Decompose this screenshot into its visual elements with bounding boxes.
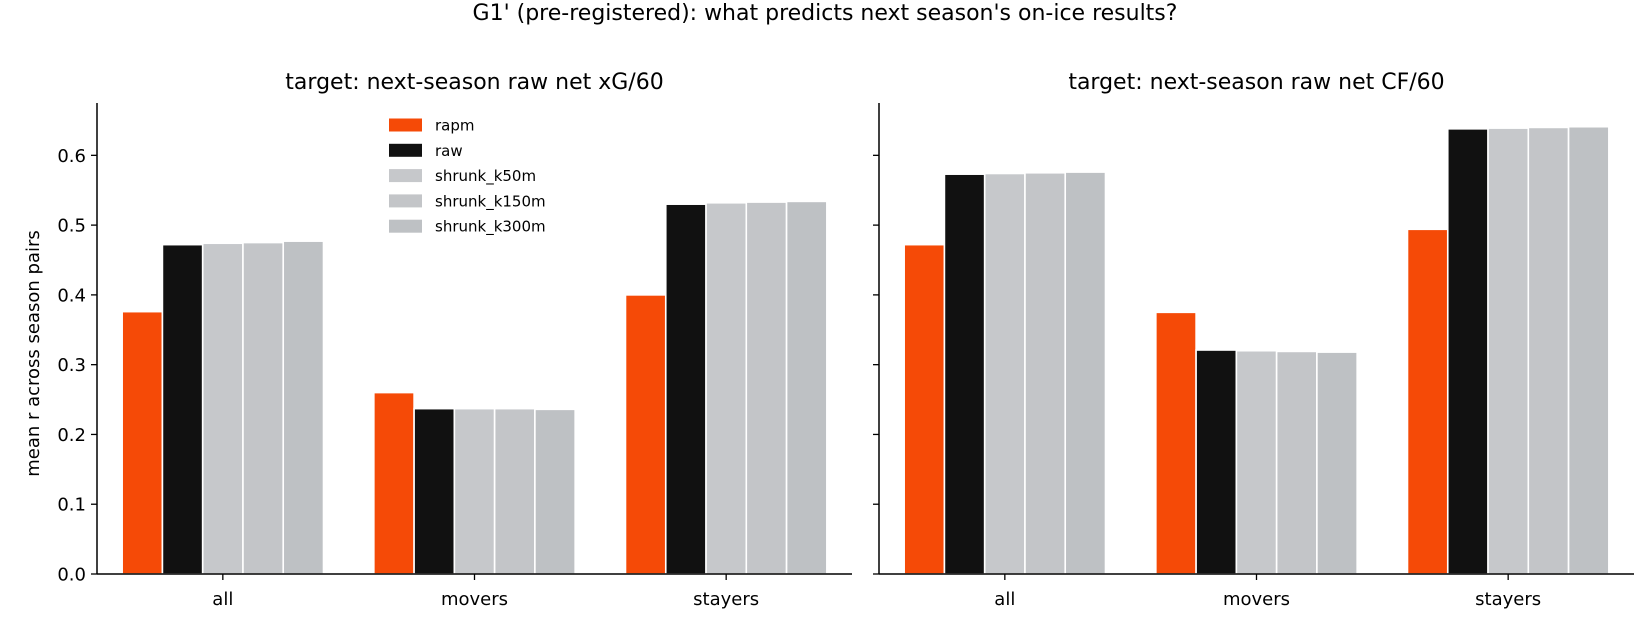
chart-panel-1: target: next-season raw net xG/60 0.0 0.1 0… — [23, 70, 852, 610]
legend-label-shrunk-k50m: shrunk_k50m — [435, 167, 536, 186]
y-axis-label: mean r across season pairs — [23, 230, 44, 477]
legend-swatch-shrunk-k150m — [389, 194, 422, 208]
bar-shrunk-k50m-movers — [453, 407, 496, 575]
bar-shrunk-k50m-movers — [1235, 349, 1278, 575]
chart-panels: target: next-season raw net xG/60 0.0 0.1 0… — [23, 70, 1634, 610]
panel-title: target: next-season raw net xG/60 — [285, 70, 663, 95]
x-tick-label-movers: movers — [1223, 589, 1290, 610]
legend-swatch-shrunk-k300m — [389, 219, 422, 233]
y-tick-label: 0.3 — [57, 355, 86, 376]
bar-shrunk-k50m-stayers — [1487, 127, 1530, 575]
x-tick-label-all: all — [212, 589, 233, 610]
legend-label-rapm: rapm — [435, 117, 475, 135]
x-tick-label-stayers: stayers — [693, 589, 759, 610]
figure-title: G1' (pre-registered): what predicts next… — [473, 1, 1178, 26]
bar-raw-movers — [413, 407, 456, 575]
bar-rapm-stayers — [1406, 228, 1449, 575]
legend-swatch-rapm — [389, 118, 422, 132]
bar-shrunk-k50m-stayers — [705, 201, 748, 575]
legend-swatch-raw — [389, 143, 422, 157]
bar-raw-movers — [1195, 349, 1238, 575]
panel-title: target: next-season raw net CF/60 — [1068, 70, 1444, 95]
legend-label-shrunk-k300m: shrunk_k300m — [435, 218, 546, 237]
bar-shrunk-k300m-stayers — [785, 200, 828, 575]
bar-shrunk-k300m-movers — [534, 408, 576, 575]
bar-raw-all — [943, 173, 986, 575]
bar-shrunk-k300m-stayers — [1567, 125, 1610, 575]
bar-rapm-all — [903, 243, 946, 575]
bar-rapm-stayers — [624, 294, 667, 575]
bar-raw-all — [161, 243, 204, 575]
y-tick-label: 0.5 — [57, 216, 86, 237]
bar-shrunk-k150m-movers — [493, 407, 536, 575]
chart-panel-2: target: next-season raw net CF/60 all move… — [873, 70, 1634, 610]
legend-swatch-shrunk-k50m — [389, 169, 422, 183]
legend: rapm raw shrunk_k50m shrunk_k150m shrunk_k30… — [389, 117, 546, 237]
bar-shrunk-k150m-stayers — [1527, 126, 1570, 575]
bar-shrunk-k150m-all — [242, 241, 285, 575]
bar-shrunk-k300m-all — [1064, 171, 1107, 575]
bar-rapm-movers — [1155, 311, 1197, 575]
bar-rapm-all — [121, 310, 164, 575]
bar-shrunk-k50m-all — [201, 242, 244, 575]
x-tick-label-stayers: stayers — [1475, 589, 1541, 610]
y-tick-label: 0.0 — [57, 565, 86, 586]
bar-raw-stayers — [1446, 128, 1489, 575]
bar-raw-stayers — [664, 203, 707, 575]
x-tick-label-all: all — [994, 589, 1015, 610]
legend-label-shrunk-k150m: shrunk_k150m — [435, 192, 546, 211]
y-tick-label: 0.4 — [57, 285, 86, 306]
y-tick-label: 0.6 — [57, 146, 86, 167]
y-tick-label: 0.2 — [57, 425, 86, 446]
legend-label-raw: raw — [435, 142, 463, 160]
y-tick-label: 0.1 — [57, 495, 86, 516]
bar-shrunk-k150m-stayers — [745, 201, 788, 575]
bar-shrunk-k300m-all — [282, 240, 325, 575]
bar-shrunk-k50m-all — [983, 172, 1026, 575]
bar-shrunk-k300m-movers — [1316, 351, 1358, 575]
bar-shrunk-k150m-movers — [1275, 350, 1318, 575]
x-tick-label-movers: movers — [441, 589, 508, 610]
bar-shrunk-k150m-all — [1024, 171, 1067, 575]
bar-rapm-movers — [373, 391, 415, 575]
